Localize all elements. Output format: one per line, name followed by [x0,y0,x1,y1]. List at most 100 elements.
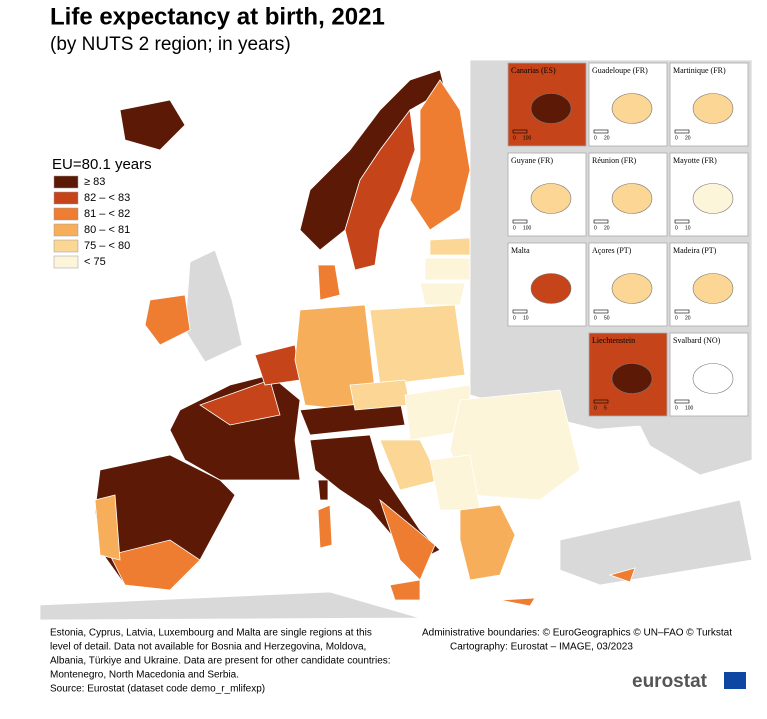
region [449,389,581,501]
title: Life expectancy at birth, 2021 [50,3,385,30]
note-line: level of detail. Data not available for … [50,642,366,653]
legend-swatch [53,207,79,221]
region [389,579,421,601]
legend-label: 81 – < 82 [84,208,130,220]
credit-line: Cartography: Eurostat – IMAGE, 03/2023 [450,642,633,653]
inset-title: Açores (PT) [592,246,632,255]
scale-label: 20 [604,135,610,141]
inset-title: Guyane (FR) [511,156,553,165]
inset-shape [692,273,734,304]
scale-label: 0 [594,225,597,231]
logo-flag [724,672,746,689]
region [317,504,333,549]
region [424,257,471,281]
scale-label: 100 [685,405,694,411]
scale-label: 20 [604,225,610,231]
inset-title: Malta [511,246,530,255]
scale-label: 20 [685,315,691,321]
legend-swatch [53,239,79,253]
non-eu-land [39,591,421,621]
inset-title: Martinique (FR) [673,66,726,75]
scale-bar [512,219,528,224]
scale-label: 0 [594,315,597,321]
scale-label: 0 [513,135,516,141]
region [109,539,201,591]
inset-title: Guadeloupe (FR) [592,66,648,75]
scale-label: 0 [675,135,678,141]
legend: EU=80.1 years ≥ 83 82 – < 83 81 – < 82 80 –… [52,156,152,269]
region [317,479,329,501]
scale-bar [593,399,609,404]
subtitle: (by NUTS 2 region; in years) [50,34,291,55]
region [369,304,466,386]
scale-bar [512,129,528,134]
scale-bar [674,129,690,134]
scale-label: 0 [594,405,597,411]
region [459,504,516,581]
inset-title: Svalbard (NO) [673,336,721,345]
inset-shape [530,183,572,214]
legend-title: EU=80.1 years [52,156,152,173]
legend-swatch [53,223,79,237]
inset-title: Liechtenstein [592,336,635,345]
legend-label: 80 – < 81 [84,224,130,236]
region [144,294,191,346]
scale-bar [593,219,609,224]
legend-label: 75 – < 80 [84,240,130,252]
inset-shape [611,93,653,124]
scale-label: 5 [604,405,607,411]
region [349,379,411,411]
note-line: Source: Eurostat (dataset code demo_r_ml… [50,684,265,695]
region [169,374,301,481]
scale-bar [674,399,690,404]
inset-shape [611,273,653,304]
scale-label: 10 [685,225,691,231]
inset-shape [692,93,734,124]
inset-shape [692,183,734,214]
scale-bar [593,129,609,134]
note-line: Montenegro, North Macedonia and Serbia. [50,670,239,681]
legend-label: ≥ 83 [84,176,105,188]
scale-label: 10 [523,315,529,321]
note-line: Estonia, Cyprus, Latvia, Luxembourg and … [50,628,372,639]
region [419,282,466,306]
inset-title: Mayotte (FR) [673,156,717,165]
non-eu-land [184,249,243,363]
scale-bar [674,219,690,224]
scale-label: 100 [523,135,532,141]
scale-bar [512,309,528,314]
legend-swatch [53,255,79,269]
map [39,59,753,621]
region [409,79,471,231]
region [317,264,341,301]
inset-shape [530,93,572,124]
logo: eurostat [632,671,708,692]
scale-label: 20 [685,135,691,141]
scale-label: 0 [675,405,678,411]
legend-swatch [53,191,79,205]
scale-label: 50 [604,315,610,321]
scale-label: 0 [513,315,516,321]
credit-line: Administrative boundaries: © EuroGeograp… [422,628,732,639]
region [119,99,186,151]
scale-label: 0 [513,225,516,231]
inset-title: Madeira (PT) [673,246,717,255]
scale-label: 100 [523,225,532,231]
region [94,494,121,561]
legend-label: < 75 [84,256,106,268]
region [199,379,281,426]
legend-swatch [53,175,79,189]
inset-title: Réunion (FR) [592,156,637,165]
scale-bar [674,309,690,314]
region [499,597,536,607]
scale-label: 0 [594,135,597,141]
inset-shape [692,363,734,394]
region [608,567,636,583]
inset-title: Canarias (ES) [511,66,556,75]
scale-label: 0 [675,315,678,321]
scale-bar [593,309,609,314]
region [344,108,416,271]
inset-shape [611,183,653,214]
